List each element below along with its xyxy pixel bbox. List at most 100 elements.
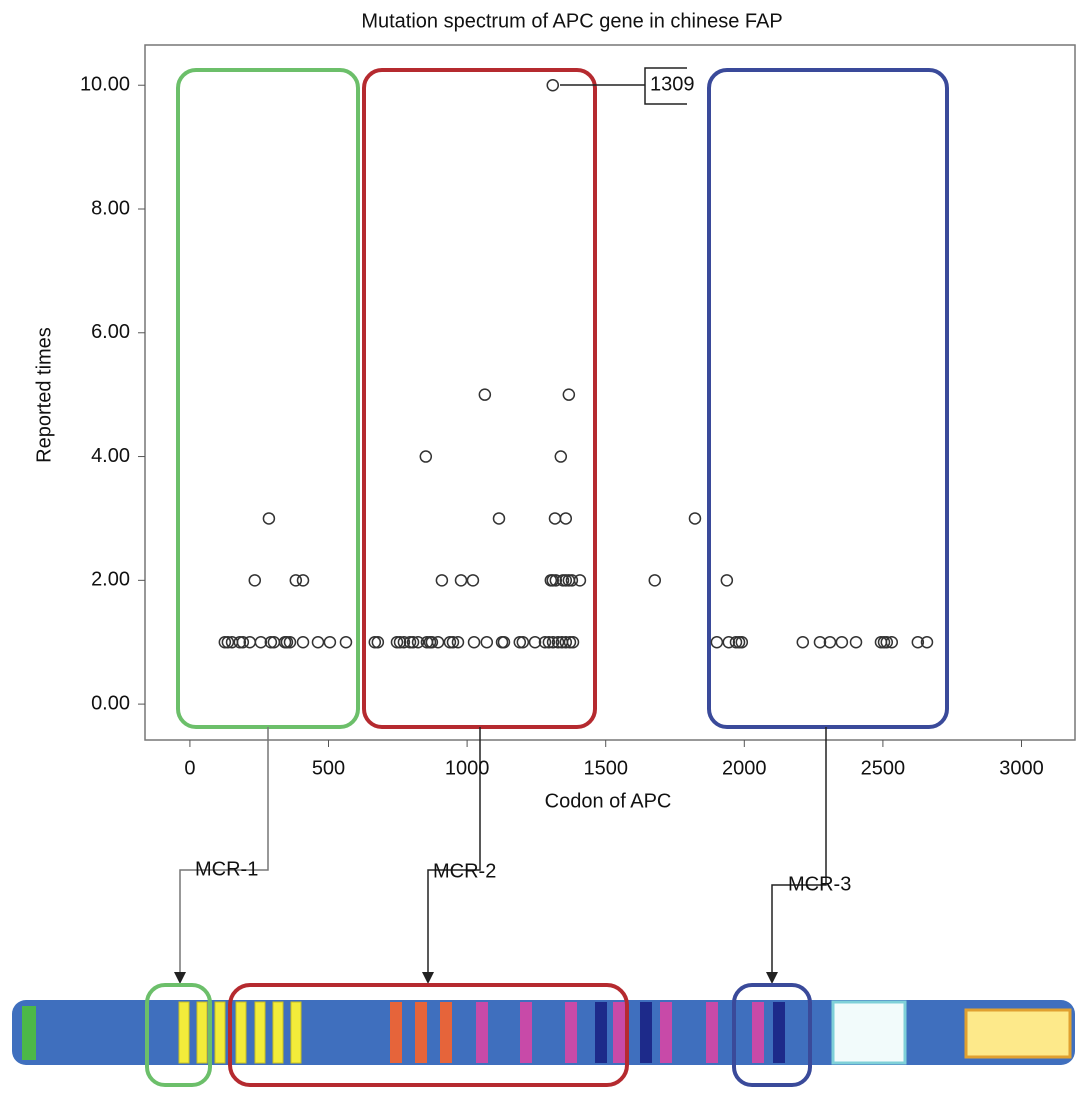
point [559, 512, 573, 525]
domain [254, 1001, 266, 1064]
point [516, 635, 530, 649]
mcr3-gene-box [732, 983, 812, 1087]
magenta-domains [476, 1002, 764, 1063]
y-tick-label: 8.00 [91, 197, 130, 219]
domain [22, 1006, 36, 1060]
y-axis-label: Reported times [33, 327, 55, 463]
point [849, 635, 863, 649]
point [283, 635, 297, 649]
point [710, 635, 724, 649]
gene-region-boxes [145, 983, 812, 1087]
point [920, 635, 934, 649]
domain [706, 1002, 718, 1063]
point [236, 635, 250, 649]
domain [390, 1002, 402, 1063]
point [368, 635, 382, 649]
point [542, 635, 556, 649]
point [431, 635, 445, 649]
chart-title: Mutation spectrum of APC gene in chinese… [361, 10, 782, 32]
point [880, 635, 894, 649]
point [911, 635, 925, 649]
arrowhead [422, 972, 434, 984]
point [492, 512, 506, 525]
point [562, 388, 576, 401]
x-tick-label: 1000 [445, 757, 490, 779]
point [280, 635, 294, 649]
point [559, 635, 573, 649]
region-boxes [176, 68, 949, 729]
domain [595, 1002, 607, 1063]
point [835, 635, 849, 649]
arrowhead [174, 972, 186, 984]
point [549, 574, 563, 587]
x-axis-label: Codon of APC [545, 790, 672, 812]
y-tick-label: 4.00 [91, 445, 130, 467]
point [546, 635, 560, 649]
x-tick-label: 500 [312, 757, 345, 779]
point [425, 635, 439, 649]
point [554, 450, 568, 463]
point [254, 635, 268, 649]
point [390, 635, 404, 649]
point [885, 635, 899, 649]
gene-diagram [12, 983, 1075, 1087]
point [823, 635, 837, 649]
domain [290, 1001, 302, 1064]
annotation-bracket [644, 67, 687, 105]
point [688, 512, 702, 525]
point [548, 512, 562, 525]
point [735, 635, 749, 649]
mcr3-box [707, 68, 949, 729]
point [466, 574, 480, 587]
x-tick-label: 0 [184, 757, 195, 779]
y-tick-label: 6.00 [91, 321, 130, 343]
domain [235, 1001, 247, 1064]
point [546, 78, 560, 92]
point [563, 635, 577, 649]
point [573, 574, 587, 587]
point [397, 635, 411, 649]
point [221, 635, 235, 649]
point [296, 574, 310, 587]
point [813, 635, 827, 649]
point [264, 635, 278, 649]
yellow-domains [178, 1001, 302, 1064]
point [796, 635, 810, 649]
point [478, 388, 492, 401]
annotation-label: 1309 [650, 73, 695, 95]
arrowhead [766, 972, 778, 984]
domain [640, 1002, 652, 1063]
mcr2-connector [427, 727, 481, 975]
point [339, 635, 353, 649]
point [538, 635, 552, 649]
point [443, 635, 457, 649]
point [419, 450, 433, 463]
domain [214, 1001, 226, 1064]
mcr2-gene-box [228, 983, 629, 1087]
domain [565, 1002, 577, 1063]
domain [752, 1002, 764, 1063]
point [454, 574, 468, 587]
point [371, 635, 385, 649]
point [528, 635, 542, 649]
navy-domains [595, 1002, 785, 1063]
point [233, 635, 247, 649]
point [406, 635, 420, 649]
point [720, 574, 734, 587]
point [565, 574, 579, 587]
domain [440, 1002, 452, 1063]
y-tick-label: 2.00 [91, 569, 130, 591]
mcr-label: MCR-2 [433, 860, 496, 882]
point [403, 635, 417, 649]
point [497, 635, 511, 649]
x-tick-label: 2500 [861, 757, 906, 779]
domain [964, 1008, 1072, 1059]
point [480, 635, 494, 649]
point [559, 574, 573, 587]
point [648, 574, 662, 587]
gene-bar [12, 1000, 1075, 1065]
mcr-label: MCR-1 [195, 858, 258, 880]
point [218, 635, 232, 649]
